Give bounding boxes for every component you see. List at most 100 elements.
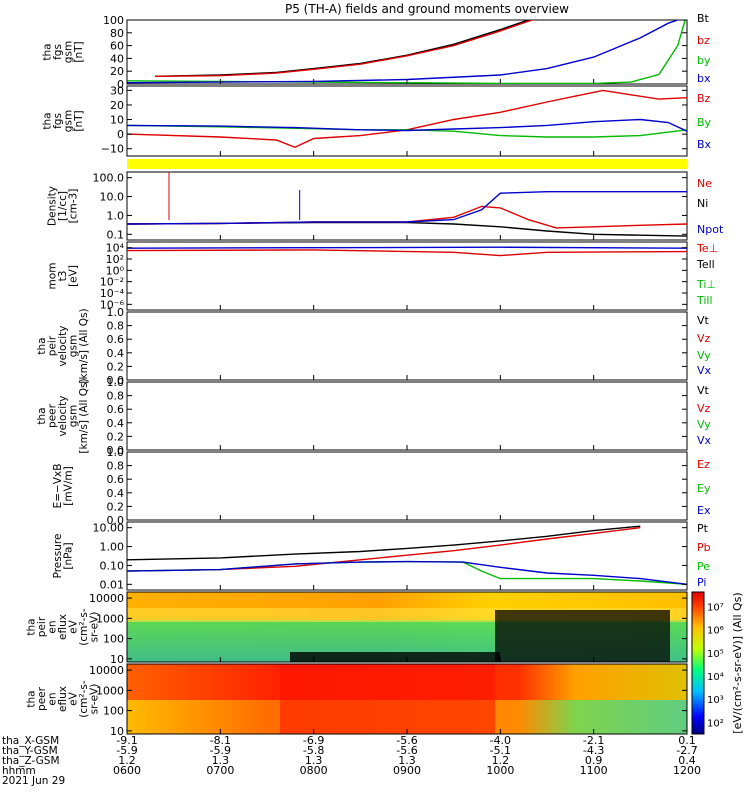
legend-entry-vy: Vy (697, 418, 711, 431)
series-line-bt (154, 20, 531, 77)
ephemeris-row-label: tha_Y-GSM (2, 745, 58, 757)
y-axis-label: [nPa] (62, 542, 74, 569)
ephemeris-row-label: hhmm (2, 765, 36, 777)
ephemeris-value: 1.3 (398, 754, 416, 767)
colorbar-tick-label: 10² (707, 718, 724, 729)
y-axis-label: tha (41, 43, 53, 60)
legend-entry-by: by (697, 54, 711, 67)
labels-layer: thafgsgsm[nT]thafgsgsm[nT]Density[1/cc][… (26, 41, 101, 718)
ephemeris-value: -9.1 (116, 734, 137, 747)
y-tick-label: 0 (117, 128, 124, 141)
legend-entry-bz: bz (697, 34, 710, 47)
y-axis-label: (cm²-s- (78, 680, 90, 718)
colorbar-label: [eV/(cm²-s-sr-eV)] (All Qs) (731, 592, 744, 733)
y-tick-label: 0.10 (100, 559, 125, 572)
series-line-bz (154, 20, 535, 77)
series-line-ne (127, 205, 687, 229)
y-tick-label: 0.8 (107, 460, 125, 473)
y-tick-label: 10⁻⁴ (100, 287, 125, 300)
y-tick-label: 1.0 (107, 376, 125, 389)
y-axis-label: Pressure (52, 534, 64, 579)
y-axis-label: [nT] (73, 110, 85, 131)
series-line-bz (127, 89, 687, 149)
y-tick-label: 100 (103, 633, 124, 646)
legend-entry-ez: Ez (697, 458, 710, 471)
series-line-ni (127, 221, 687, 237)
ephemeris-value: -2.7 (676, 744, 697, 757)
x-axis: tha_X-GSM -9.1 -8.1 -6.9 -5.6 -4.0 -2.1 0.1 tha_… (2, 734, 701, 787)
quality-flag-bar (127, 159, 687, 169)
legend-entry-te⊥: Te⊥ (696, 242, 718, 255)
y-tick-label: 0.0 (107, 374, 125, 387)
y-axis-label: eflux (57, 614, 69, 640)
ephemeris-row-label: tha_Z-GSM (2, 755, 60, 767)
legend-entry-bx: bx (697, 72, 711, 85)
y-tick-label: 10 (110, 114, 124, 127)
colorbar-tick-label: 10⁵ (707, 649, 724, 660)
y-tick-label: 60 (110, 40, 124, 53)
y-tick-label: 10.0 (100, 191, 125, 204)
y-tick-label: 40 (110, 52, 124, 65)
ticks-layer: 020406080100−1001020300.11.010.0100.010⁻… (89, 14, 724, 738)
ephemeris-value: 1.3 (212, 754, 230, 767)
y-tick-label: 1000 (96, 684, 124, 697)
legend-entry-vz: Vz (697, 332, 711, 345)
colorbar-tick-label: 10⁶ (707, 626, 724, 637)
peir-spectrogram (126, 591, 688, 663)
y-axis-label: peer (47, 403, 59, 428)
y-axis-label: [cm-3] (68, 189, 80, 224)
y-axis-label: gsm (68, 405, 80, 427)
y-axis-label: [1/cc] (57, 191, 69, 221)
legend-entry-vy: Vy (697, 349, 711, 362)
ephemeris-value: -5.8 (303, 744, 324, 757)
y-axis-label: fgs (52, 44, 64, 60)
y-axis-label: mom (47, 263, 59, 290)
y-tick-label: 0.01 (100, 578, 125, 591)
series-line-pe (127, 560, 687, 585)
y-axis-label: tha (41, 112, 53, 129)
y-tick-label: 0.6 (107, 403, 125, 416)
ephemeris-value: -5.6 (396, 734, 417, 747)
y-tick-label: 0.1 (107, 228, 125, 241)
y-axis-label: eV (68, 691, 80, 705)
ephemeris-value: -4.3 (583, 744, 604, 757)
y-axis-label: gsm (68, 335, 80, 357)
y-tick-label: 0 (117, 78, 124, 91)
y-axis-label: [eV] (68, 265, 80, 287)
y-tick-label: 0.4 (107, 417, 125, 430)
colorbar-tick-label: 10⁷ (707, 602, 724, 613)
legend-entry-pt: Pt (697, 522, 709, 535)
colorbar-tick-label: 10⁴ (707, 672, 724, 683)
ephemeris-value: 0.9 (585, 754, 603, 767)
panel-frame-peir-velocity (126, 311, 688, 381)
legend-entry-pi: Pi (697, 576, 706, 589)
y-axis-label: [km/s] (All Qs) (78, 308, 90, 383)
y-tick-label: 100 (103, 705, 124, 718)
y-tick-label: 1.0 (107, 306, 125, 319)
y-tick-label: 0.6 (107, 473, 125, 486)
ephemeris-value: 1.3 (305, 754, 323, 767)
ephemeris-value: 1.2 (492, 754, 510, 767)
ephemeris-value: 0900 (393, 764, 421, 777)
y-tick-label: 20 (110, 99, 124, 112)
legend-entry-tell: Tell (696, 258, 715, 271)
y-axis-label: Density (47, 186, 59, 226)
colorbar-tick-label: 10³ (707, 695, 724, 706)
series-line-te (127, 249, 687, 257)
legend-entry-vt: Vt (697, 314, 710, 327)
y-tick-label: 0.2 (107, 360, 125, 373)
y-tick-label: 0.8 (107, 390, 125, 403)
ephemeris-value: -5.1 (490, 744, 511, 757)
y-tick-label: 0.6 (107, 333, 125, 346)
y-axis-label: [km/s] (All Qs) (78, 378, 90, 453)
y-axis-label: t3 (57, 271, 69, 282)
ephemeris-value: 1100 (580, 764, 608, 777)
y-tick-label: 0.2 (107, 500, 125, 513)
colorbar: [eV/(cm²-s-sr-eV)] (All Qs) (691, 591, 744, 735)
legend-entry-vt: Vt (697, 384, 710, 397)
colorbar-gradient (691, 591, 705, 735)
chart-title: P5 (TH-A) fields and ground moments over… (285, 2, 569, 16)
ephemeris-value: -2.1 (583, 734, 604, 747)
legend-entry-till: Till (696, 294, 713, 307)
legend-entry-pb: Pb (697, 541, 711, 554)
